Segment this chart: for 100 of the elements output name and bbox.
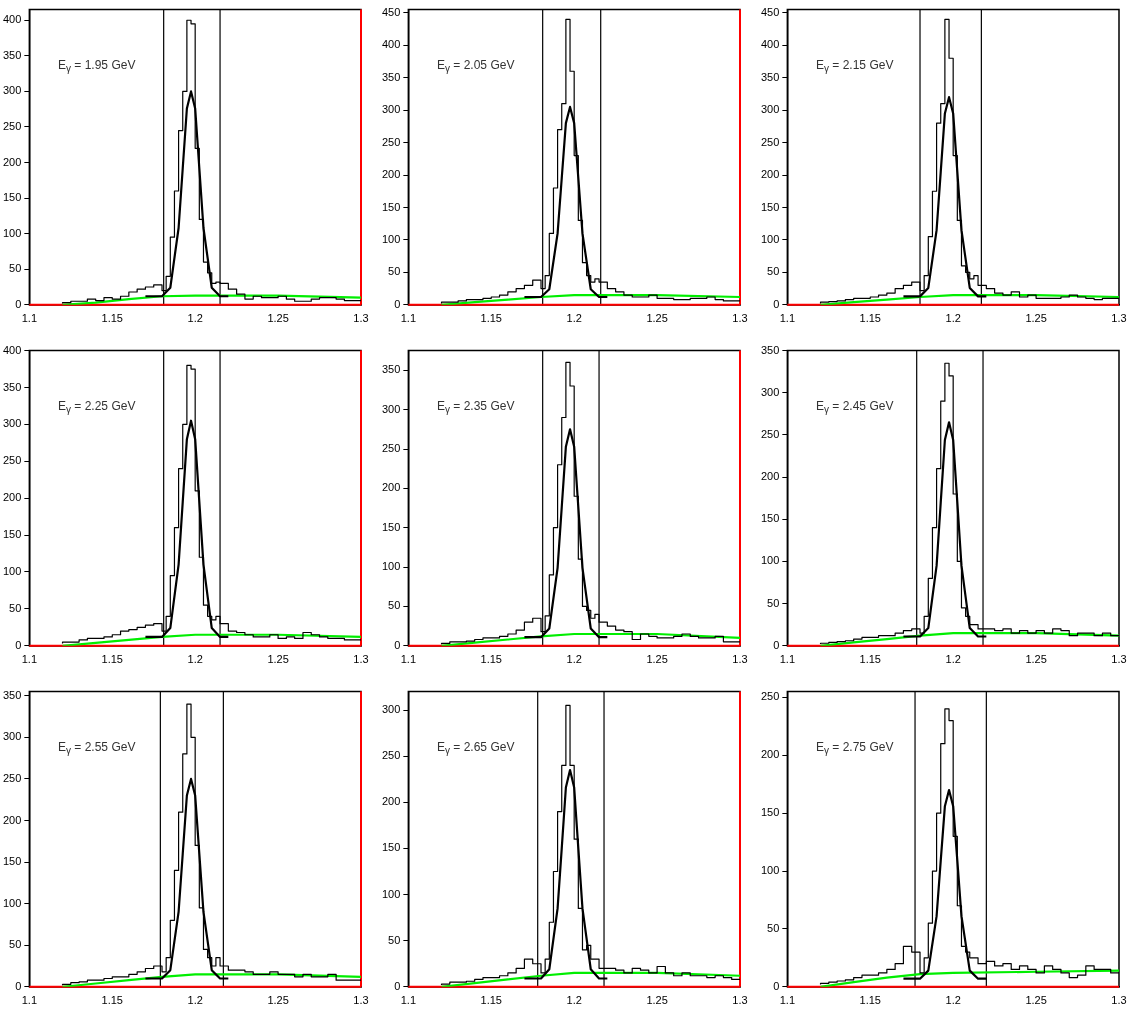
- x-tick-label: 1.3: [1111, 653, 1127, 666]
- y-tick-label: 400: [760, 38, 780, 51]
- x-tick-label: 1.2: [945, 994, 961, 1007]
- x-tick-label: 1.15: [480, 994, 502, 1007]
- y-tick-label: 450: [760, 5, 780, 18]
- x-tick-label: 1.25: [267, 653, 289, 666]
- y-tick-label: 0: [15, 979, 22, 992]
- y-tick-label: 150: [2, 855, 22, 868]
- y-tick-label: 200: [381, 481, 401, 494]
- y-tick-label: 250: [2, 771, 22, 784]
- y-tick-label: 0: [773, 638, 780, 651]
- y-tick-label: 100: [2, 565, 22, 578]
- x-tick-label: 1.3: [732, 312, 748, 325]
- x-tick-label: 1.1: [21, 653, 37, 666]
- y-tick-label: 150: [760, 200, 780, 213]
- y-tick-label: 50: [767, 921, 780, 934]
- y-tick-label: 300: [381, 103, 401, 116]
- annotation: E$_{γ}$ = 2.45 GeV: [816, 399, 894, 416]
- y-tick-label: 250: [760, 427, 780, 440]
- x-tick-label: 1.25: [646, 653, 668, 666]
- y-tick-label: 100: [381, 232, 401, 245]
- y-tick-label: 350: [2, 48, 22, 61]
- y-tick-label: 150: [381, 841, 401, 854]
- y-tick-label: 150: [760, 512, 780, 525]
- y-tick-label: 200: [381, 795, 401, 808]
- x-tick-label: 1.1: [779, 653, 795, 666]
- annotation: E$_{γ}$ = 2.05 GeV: [437, 58, 515, 75]
- x-tick-label: 1.1: [21, 994, 37, 1007]
- y-tick-label: 250: [381, 442, 401, 455]
- x-tick-label: 1.15: [101, 653, 123, 666]
- y-tick-label: 150: [2, 191, 22, 204]
- y-tick-label: 150: [381, 200, 401, 213]
- y-tick-label: 100: [2, 226, 22, 239]
- y-tick-label: 250: [2, 120, 22, 132]
- y-tick-label: 300: [2, 417, 22, 430]
- y-tick-label: 250: [2, 454, 22, 467]
- x-tick-label: 1.15: [101, 994, 123, 1007]
- y-tick-label: 50: [767, 265, 780, 278]
- y-tick-label: 0: [773, 297, 780, 310]
- x-tick-label: 1.3: [1111, 994, 1127, 1007]
- y-tick-label: 350: [381, 70, 401, 83]
- y-tick-label: 250: [381, 749, 401, 762]
- annotation: E$_{γ}$ = 1.95 GeV: [58, 58, 136, 75]
- y-tick-label: 150: [2, 528, 22, 541]
- y-tick-label: 350: [760, 70, 780, 83]
- y-tick-label: 0: [773, 979, 780, 992]
- y-tick-label: 300: [381, 402, 401, 415]
- y-tick-label: 200: [760, 470, 780, 483]
- x-tick-label: 1.1: [779, 994, 795, 1007]
- y-tick-label: 200: [2, 813, 22, 826]
- y-tick-label: 150: [760, 806, 780, 819]
- y-tick-label: 400: [381, 38, 401, 51]
- x-tick-label: 1.25: [1025, 994, 1047, 1007]
- y-tick-label: 450: [381, 5, 401, 18]
- x-tick-label: 1.25: [646, 994, 668, 1007]
- y-tick-label: 50: [9, 601, 22, 614]
- x-tick-label: 1.25: [1025, 312, 1047, 325]
- y-tick-label: 150: [381, 520, 401, 533]
- annotation: E$_{γ}$ = 2.35 GeV: [437, 399, 515, 416]
- x-tick-label: 1.2: [945, 312, 961, 325]
- y-tick-label: 300: [760, 385, 780, 398]
- y-tick-label: 200: [2, 155, 22, 168]
- x-tick-label: 1.25: [267, 994, 289, 1007]
- y-tick-label: 50: [388, 265, 401, 278]
- x-tick-label: 1.3: [732, 653, 748, 666]
- y-tick-label: 400: [2, 343, 22, 356]
- y-tick-label: 300: [760, 103, 780, 116]
- y-tick-label: 400: [2, 13, 22, 26]
- x-tick-label: 1.15: [480, 312, 502, 325]
- x-tick-label: 1.25: [1025, 653, 1047, 666]
- annotation: E$_{γ}$ = 2.55 GeV: [58, 740, 136, 757]
- y-tick-label: 250: [381, 135, 401, 148]
- x-tick-label: 1.3: [1111, 312, 1127, 325]
- y-tick-label: 100: [760, 554, 780, 567]
- y-tick-label: 350: [2, 688, 22, 701]
- x-tick-label: 1.15: [859, 653, 881, 666]
- annotation: E$_{γ}$ = 2.75 GeV: [816, 740, 894, 757]
- x-tick-label: 1.1: [400, 994, 416, 1007]
- x-tick-label: 1.15: [859, 994, 881, 1007]
- y-tick-label: 50: [388, 599, 401, 612]
- y-tick-label: 200: [760, 168, 780, 181]
- y-tick-label: 50: [388, 933, 401, 946]
- y-tick-label: 300: [2, 84, 22, 97]
- y-tick-label: 100: [760, 864, 780, 877]
- y-tick-label: 0: [15, 638, 22, 651]
- y-tick-label: 350: [760, 343, 780, 356]
- x-tick-label: 1.1: [21, 312, 37, 325]
- x-tick-label: 1.1: [400, 312, 416, 325]
- y-tick-label: 300: [381, 703, 401, 716]
- y-tick-label: 250: [760, 135, 780, 148]
- x-tick-label: 1.2: [187, 312, 203, 325]
- y-tick-label: 300: [2, 730, 22, 743]
- y-tick-label: 350: [381, 363, 401, 376]
- x-tick-label: 1.15: [101, 312, 123, 325]
- x-tick-label: 1.3: [353, 312, 369, 325]
- x-tick-label: 1.1: [400, 653, 416, 666]
- y-tick-label: 50: [9, 262, 22, 275]
- y-tick-label: 100: [381, 560, 401, 573]
- y-tick-label: 100: [381, 887, 401, 900]
- y-tick-label: 350: [2, 380, 22, 393]
